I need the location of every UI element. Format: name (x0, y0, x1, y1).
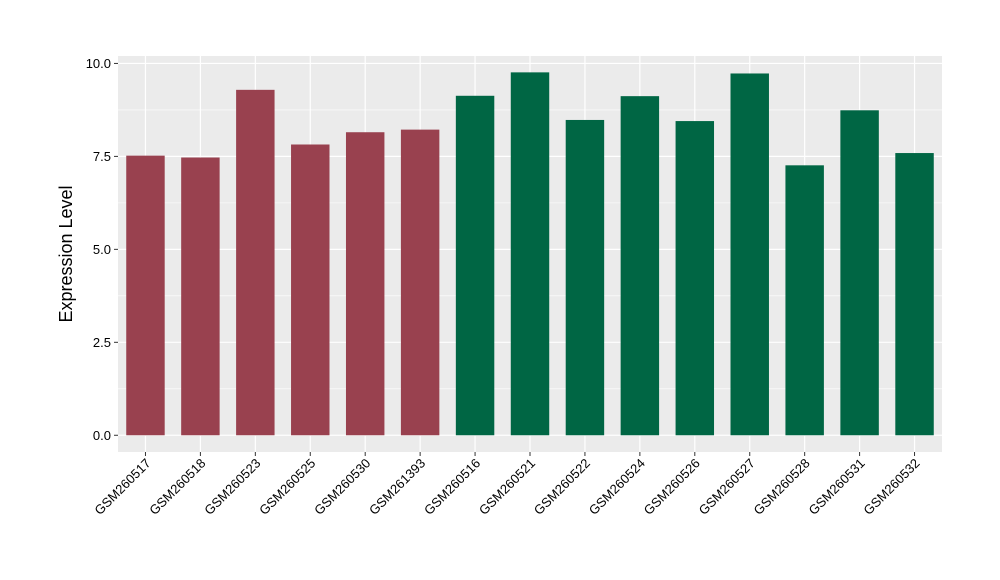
x-tick-label: GSM260518 (146, 456, 208, 518)
x-tick-label: GSM260528 (751, 456, 813, 518)
bar-GSM260524 (620, 96, 660, 436)
bars (126, 72, 934, 436)
x-tick-label: GSM260526 (641, 456, 703, 518)
bar-GSM260531 (840, 110, 879, 436)
x-tick-label: GSM260523 (201, 456, 263, 518)
x-tick-label: GSM261393 (366, 456, 428, 518)
bar-GSM261393 (400, 129, 440, 436)
y-tick-label: 2.5 (93, 335, 111, 350)
x-tick-label: GSM260517 (91, 456, 153, 518)
x-tick-label: GSM260532 (860, 456, 922, 518)
y-tick-label: 5.0 (93, 242, 111, 257)
x-tick-label: GSM260530 (311, 456, 373, 518)
bar-GSM260525 (291, 144, 330, 436)
x-tick-label: GSM260527 (696, 456, 758, 518)
bar-GSM260521 (510, 72, 550, 436)
bar-GSM260523 (236, 89, 275, 436)
bar-GSM260516 (455, 95, 495, 436)
x-tick-label: GSM260525 (256, 456, 318, 518)
x-tick-label: GSM260531 (805, 456, 867, 518)
x-tick-label: GSM260524 (586, 456, 648, 518)
y-tick-label: 10.0 (86, 56, 111, 71)
y-tick-label: 0.0 (93, 428, 111, 443)
x-tick-label: GSM260516 (421, 456, 483, 518)
bar-GSM260518 (181, 157, 220, 436)
bar-GSM260532 (895, 153, 934, 436)
bar-GSM260522 (565, 119, 605, 436)
bar-GSM260527 (730, 73, 769, 436)
bar-GSM260530 (345, 132, 385, 436)
x-tick-label: GSM260522 (531, 456, 593, 518)
bar-GSM260526 (675, 121, 715, 436)
y-axis-title: Expression Level (56, 185, 76, 322)
y-tick-label: 7.5 (93, 149, 111, 164)
bar-GSM260528 (785, 165, 824, 436)
x-tick-label: GSM260521 (476, 456, 538, 518)
bar-GSM260517 (126, 155, 165, 436)
